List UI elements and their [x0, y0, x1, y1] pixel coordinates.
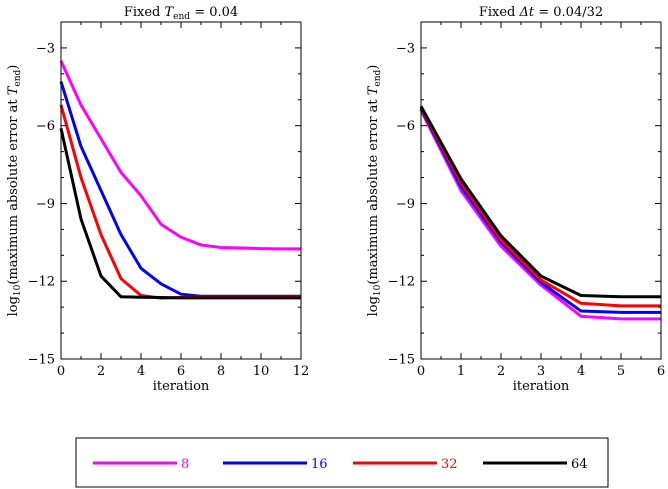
- x-tick-label: 4: [137, 364, 145, 379]
- title-suffix: = 0.04/32: [534, 5, 603, 20]
- ylabel-suffix: ): [366, 65, 381, 70]
- legend-label-8: 8: [181, 457, 189, 472]
- ylabel-var: T: [6, 85, 21, 95]
- ylabel-mid: (maximum absolute error at: [366, 95, 381, 284]
- y-tick-label: −9: [36, 197, 55, 212]
- y-tick-label: −6: [36, 119, 55, 134]
- y-tick-label: −12: [28, 275, 55, 290]
- x-tick-label: 6: [177, 364, 185, 379]
- legend-label-16: 16: [311, 457, 328, 472]
- x-tick-label: 12: [293, 364, 310, 379]
- x-tick-label: 5: [617, 364, 625, 379]
- x-axis-label: iteration: [513, 379, 570, 394]
- chart-title: Fixed Tend = 0.04: [124, 5, 238, 22]
- ylabel-var-sub: end: [13, 69, 23, 86]
- series-line-64: [59, 127, 301, 300]
- plot-frame: [420, 21, 662, 360]
- x-tick-label: 10: [253, 364, 270, 379]
- ylabel-var-sub: end: [373, 69, 383, 86]
- x-tick-label: 0: [57, 364, 65, 379]
- x-tick-label: 1: [457, 364, 465, 379]
- ylabel-sub: 10: [373, 284, 383, 296]
- legend-label-64: 64: [571, 457, 588, 472]
- ylabel-prefix: log: [6, 296, 21, 316]
- chart-fixed-dt: 0 1 2 3 4 5 6 −3 −6 −9 −12 −15 Fixed Δt = 0.04/32 ite…: [366, 5, 665, 394]
- x-tick-label: 4: [577, 364, 585, 379]
- series-line-16: [419, 108, 661, 314]
- chart-fixed-tend: 0 2 4 6 8 10 12 −3 −6 −9 −12 −15 Fixed Tend = 0.04 it…: [6, 5, 309, 394]
- series-line-8: [419, 109, 661, 321]
- legend-label-32: 32: [441, 457, 458, 472]
- x-tick-label: 2: [97, 364, 105, 379]
- title-prefix: Fixed: [124, 5, 165, 20]
- ylabel-prefix: log: [366, 296, 381, 316]
- series-line-8: [59, 60, 301, 251]
- ylabel-var: T: [366, 85, 381, 95]
- plot-frame: [60, 21, 302, 360]
- title-suffix: = 0.04: [190, 5, 238, 20]
- series-line-32: [419, 106, 661, 308]
- title-var: Δt: [519, 5, 535, 20]
- y-tick-label: −6: [396, 119, 415, 134]
- title-sub: end: [173, 12, 190, 22]
- ylabel-sub: 10: [13, 284, 23, 296]
- ylabel-mid: (maximum absolute error at: [6, 95, 21, 284]
- chart-title: Fixed Δt = 0.04/32: [479, 5, 603, 20]
- x-tick-label: 0: [417, 364, 425, 379]
- series-line-64: [419, 105, 661, 299]
- x-tick-label: 8: [217, 364, 225, 379]
- title-prefix: Fixed: [479, 5, 520, 20]
- y-tick-label: −15: [28, 353, 55, 368]
- y-axis-label: log10(maximum absolute error at Tend): [366, 65, 383, 317]
- title-var: T: [165, 5, 175, 20]
- y-tick-label: −12: [388, 275, 415, 290]
- y-tick-label: −15: [388, 353, 415, 368]
- y-tick-label: −9: [396, 197, 415, 212]
- x-tick-label: 3: [537, 364, 545, 379]
- y-tick-label: −3: [396, 41, 415, 56]
- x-axis-label: iteration: [153, 379, 210, 394]
- y-axis-label: log10(maximum absolute error at Tend): [6, 65, 23, 317]
- x-tick-label: 6: [657, 364, 665, 379]
- y-tick-label: −3: [36, 41, 55, 56]
- x-tick-label: 2: [497, 364, 505, 379]
- legend: 8 16 32 64: [75, 437, 609, 488]
- ylabel-suffix: ): [6, 65, 21, 70]
